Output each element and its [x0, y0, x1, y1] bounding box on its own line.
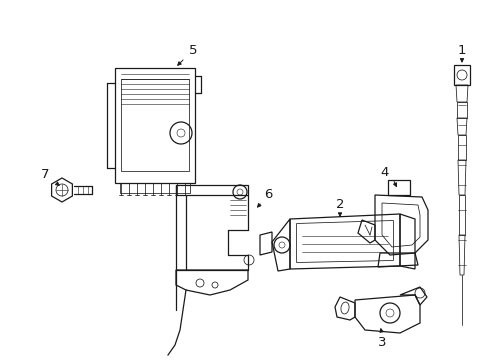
Text: 7: 7 — [41, 168, 49, 181]
Text: 2: 2 — [335, 198, 344, 211]
Text: 4: 4 — [380, 166, 388, 179]
Text: 6: 6 — [263, 189, 272, 202]
Text: 3: 3 — [377, 337, 386, 350]
Text: 1: 1 — [457, 44, 465, 57]
Text: 5: 5 — [188, 44, 197, 57]
